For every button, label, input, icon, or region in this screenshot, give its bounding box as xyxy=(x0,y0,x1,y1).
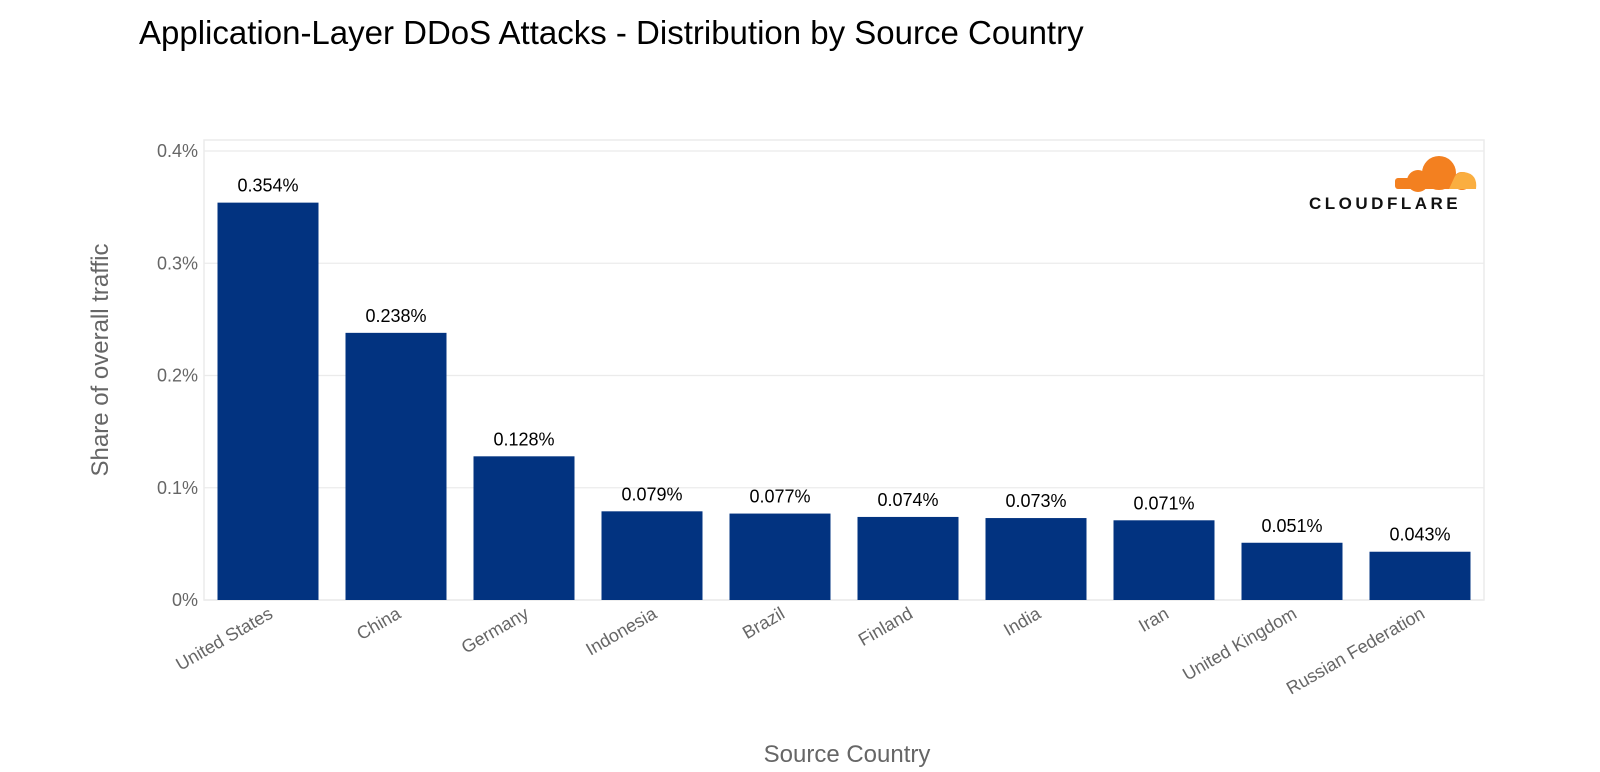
bar-value-label: 0.074% xyxy=(877,490,938,510)
bar xyxy=(1241,542,1343,600)
bar-value-label: 0.051% xyxy=(1261,516,1322,536)
x-tick-label: Indonesia xyxy=(582,603,660,660)
x-tick-label: Russian Federation xyxy=(1283,603,1428,698)
bar-value-label: 0.238% xyxy=(365,306,426,326)
y-tick-label: 0.4% xyxy=(157,141,198,161)
x-axis-ticks: United States China Germany Indonesia Brazil… xyxy=(172,603,1428,699)
x-tick-label: Germany xyxy=(458,603,532,657)
chart-title: Application-Layer DDoS Attacks - Distrib… xyxy=(139,14,1084,51)
bar-value-labels: 0.354% 0.238% 0.128% 0.079% 0.077% 0.074% 0.07… xyxy=(237,176,1450,545)
bar xyxy=(857,516,959,600)
cloud-icon xyxy=(1395,156,1477,192)
x-tick-label: United Kingdom xyxy=(1179,603,1300,684)
bar-value-label: 0.079% xyxy=(621,484,682,504)
bar-value-label: 0.073% xyxy=(1005,491,1066,511)
x-tick-label: Iran xyxy=(1135,603,1172,636)
bar-value-label: 0.077% xyxy=(749,487,810,507)
bar xyxy=(345,332,447,600)
bar xyxy=(217,202,319,600)
bar-value-label: 0.128% xyxy=(493,429,554,449)
y-tick-label: 0% xyxy=(172,590,198,610)
bar xyxy=(473,456,575,600)
bar xyxy=(1369,551,1471,600)
y-axis-ticks: 0% 0.1% 0.2% 0.3% 0.4% xyxy=(157,141,198,610)
x-tick-label: India xyxy=(1000,603,1045,640)
bar xyxy=(1113,520,1215,600)
bar xyxy=(729,513,831,600)
y-tick-label: 0.2% xyxy=(157,366,198,386)
y-tick-label: 0.3% xyxy=(157,253,198,273)
bar-value-label: 0.071% xyxy=(1133,493,1194,513)
bar xyxy=(601,511,703,600)
y-tick-label: 0.1% xyxy=(157,478,198,498)
bar xyxy=(985,518,1087,600)
cloudflare-wordmark: CLOUDFLARE xyxy=(1309,194,1461,213)
x-tick-label: China xyxy=(353,603,405,644)
x-tick-label: Finland xyxy=(855,603,916,650)
y-axis-title: Share of overall traffic xyxy=(87,243,114,476)
bar-value-label: 0.354% xyxy=(237,176,298,196)
cloudflare-logo: CLOUDFLARE xyxy=(1309,156,1477,213)
x-axis-title: Source Country xyxy=(764,741,931,768)
bars xyxy=(217,202,1471,600)
x-tick-label: United States xyxy=(172,603,276,674)
x-tick-label: Brazil xyxy=(739,603,788,643)
bar-value-label: 0.043% xyxy=(1389,525,1450,545)
